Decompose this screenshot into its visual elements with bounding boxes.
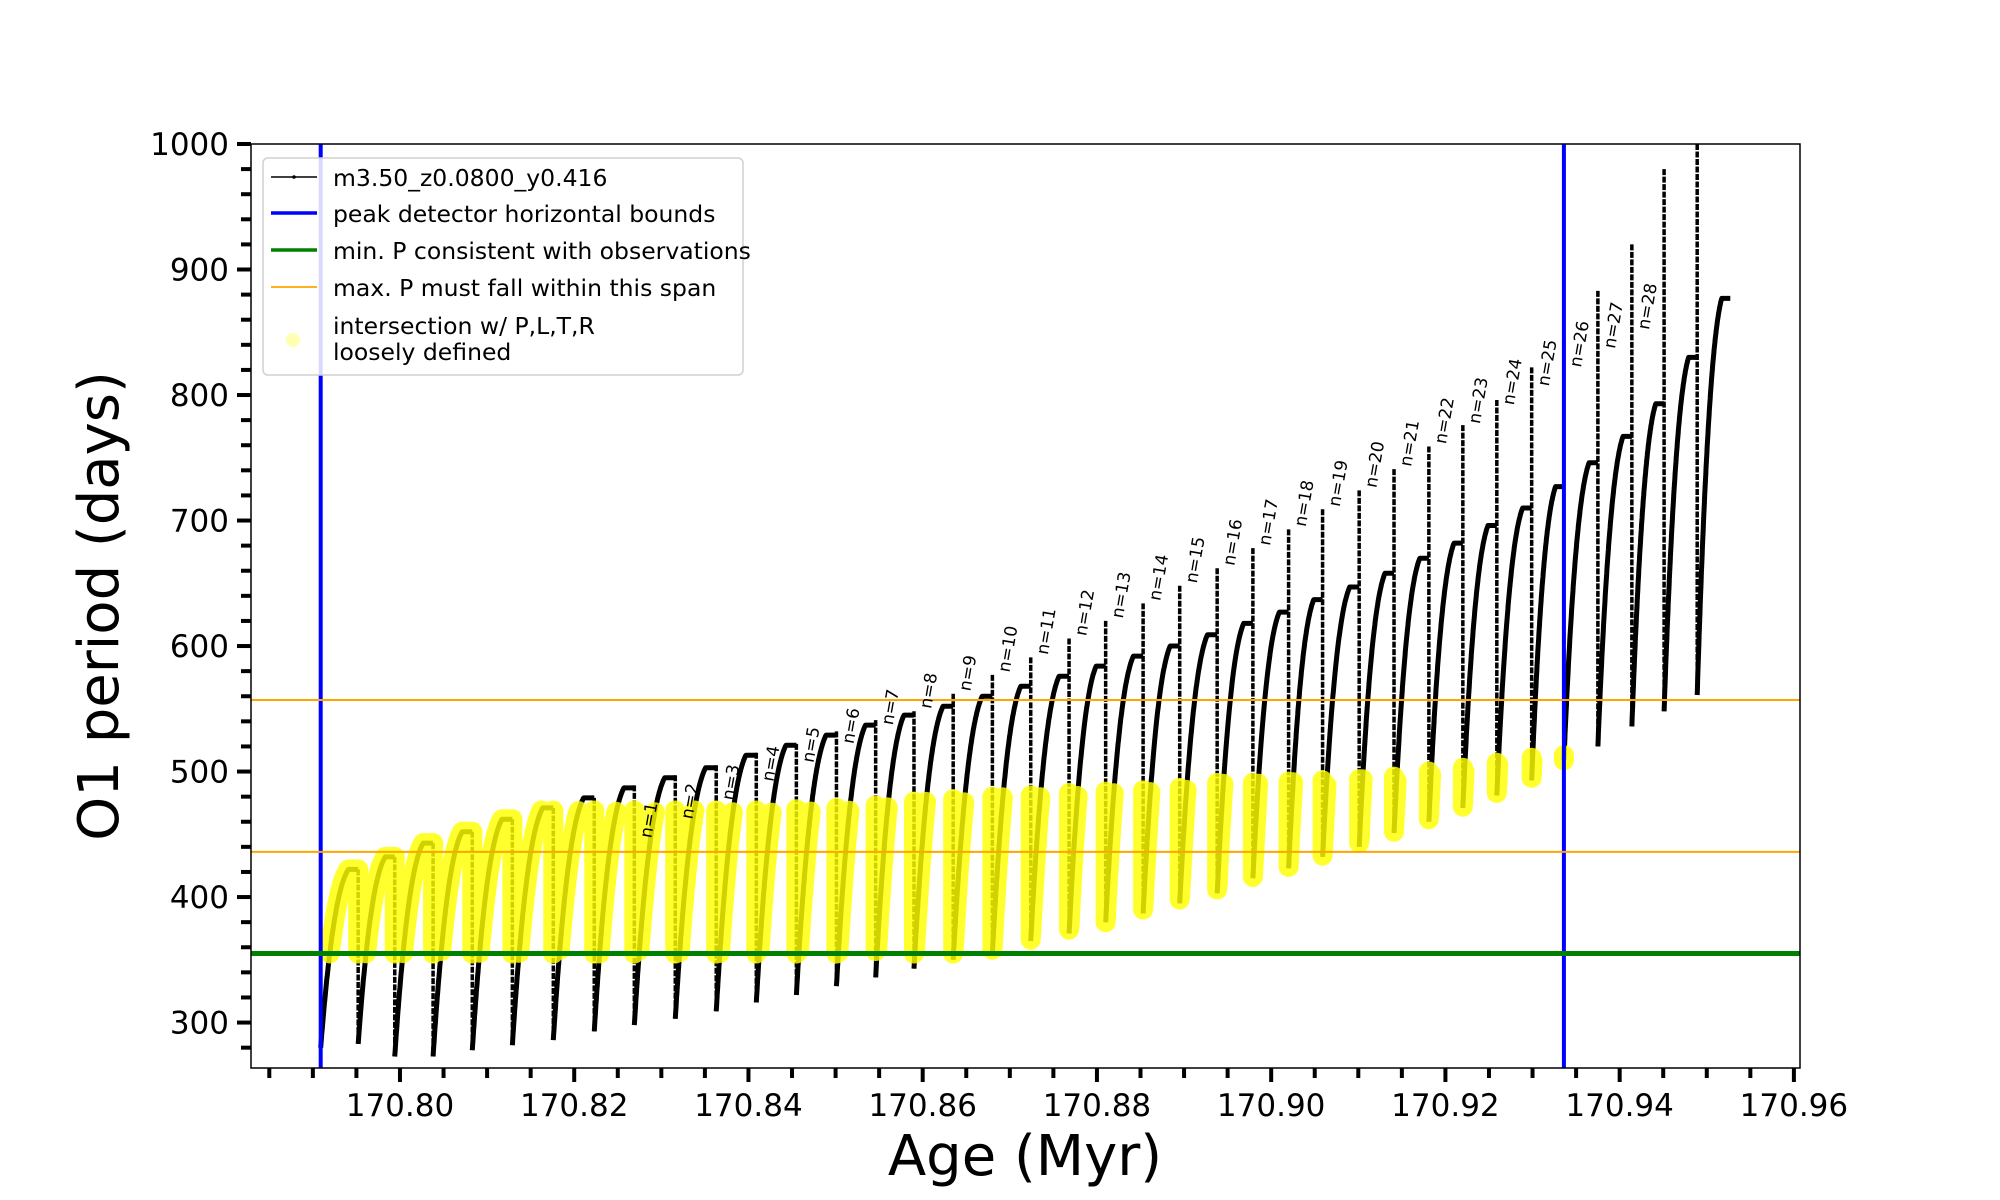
x-tick-label: 170.90 [1217,1088,1325,1124]
highlight-points [319,745,1574,964]
series-cycle-curve [1694,295,1733,696]
legend-highlight-label-line2: loosely defined [333,338,511,366]
series-cycle-curve [1494,505,1534,796]
y-tick-label: 800 [170,378,229,414]
series-cycle-curve [1661,354,1700,712]
series-cycle-curve [1286,597,1325,869]
x-tick-label: 170.96 [1740,1088,1848,1124]
x-tick-label: 170.88 [1043,1088,1151,1124]
series-cycle-curve [1629,401,1667,727]
highlight-curve-segment [789,801,821,961]
x-axis-label: Age (Myr) [888,1124,1162,1189]
x-tick-label: 170.80 [346,1088,454,1124]
legend-peak-bounds-label: peak detector horizontal bounds [333,200,715,228]
series-cycle-curve [1320,584,1362,858]
highlight-curve-segment [1278,772,1304,873]
highlight-curve-segment [709,802,743,963]
y-tick-label: 600 [170,629,229,665]
highlight-curve-segment [1487,754,1509,799]
highlight-curve-segment [1384,771,1407,837]
y-tick-label: 400 [170,880,229,916]
highlight-curve-segment [1243,773,1269,883]
y-tick-label: 700 [170,504,229,540]
highlight-curve-segment [629,802,665,961]
y-tick-label: 1000 [150,127,229,163]
legend: m3.50_z0.0800_y0.416 peak detector horiz… [262,157,751,376]
highlight-curve-segment [1453,761,1475,812]
highlight-curve-segment [1170,780,1197,908]
axes-frame [250,143,1801,1069]
highlight-curve-segment [549,801,589,960]
series-cycle-curve [1561,460,1601,761]
highlight-curve-segment [1312,775,1337,861]
highlight-curve-segment [1349,769,1373,851]
x-tick-label: 170.86 [868,1088,976,1124]
highlight-curve-segment [1521,751,1543,784]
highlight-curve-segment [1095,783,1124,933]
x-tick-label: 170.84 [694,1088,802,1124]
legend-min-p-label: min. P consistent with observations [333,237,751,265]
highlight-curve-segment [828,800,860,963]
legend-box [262,157,744,376]
highlight-curve-segment [669,800,705,963]
y-tick-label: 300 [170,1006,229,1042]
y-tick-label: 900 [170,253,229,289]
legend-max-p-label: max. P must fall within this span [333,274,716,302]
legend-highlight-label-line1: intersection w/ P,L,T,R [333,312,595,340]
x-tick-label: 170.94 [1565,1088,1673,1124]
axis-ticks: 170.80 170.82 170.84 170.86 170.88 170.90 170.… [150,127,1848,1124]
highlight-curve-segment [1133,782,1161,918]
highlight-curve-segment [1021,787,1051,946]
highlight-curve-segment [1419,764,1442,826]
x-tick-label: 170.82 [520,1088,628,1124]
highlight-curve-segment [905,791,937,962]
series-cycle-curve [1595,433,1635,747]
highlight-curve-segment [982,787,1013,958]
highlight-curve-segment [509,800,552,963]
highlight-curve-segment [943,792,975,959]
y-axis-label: O1 period (days) [67,371,132,841]
highlight-curve-segment [1207,773,1234,898]
highlight-curve-segment [867,797,898,960]
series-cycle-curve [1426,540,1466,822]
series-cycle-curve [1529,484,1567,781]
y-tick-label: 500 [170,755,229,791]
highlight-curve-segment [589,801,627,964]
legend-series-marker-icon [292,175,296,179]
legend-yellow-dot-icon [286,333,300,347]
series-cycle-curve [1391,555,1432,834]
highlight-curve-segment [749,802,782,959]
series-cycle-curve [1460,523,1499,809]
legend-series-label: m3.50_z0.0800_y0.416 [333,164,607,192]
x-tick-label: 170.92 [1391,1088,1499,1124]
series-cycle-curve [1356,570,1397,848]
highlight-curve-segment [1059,786,1088,938]
